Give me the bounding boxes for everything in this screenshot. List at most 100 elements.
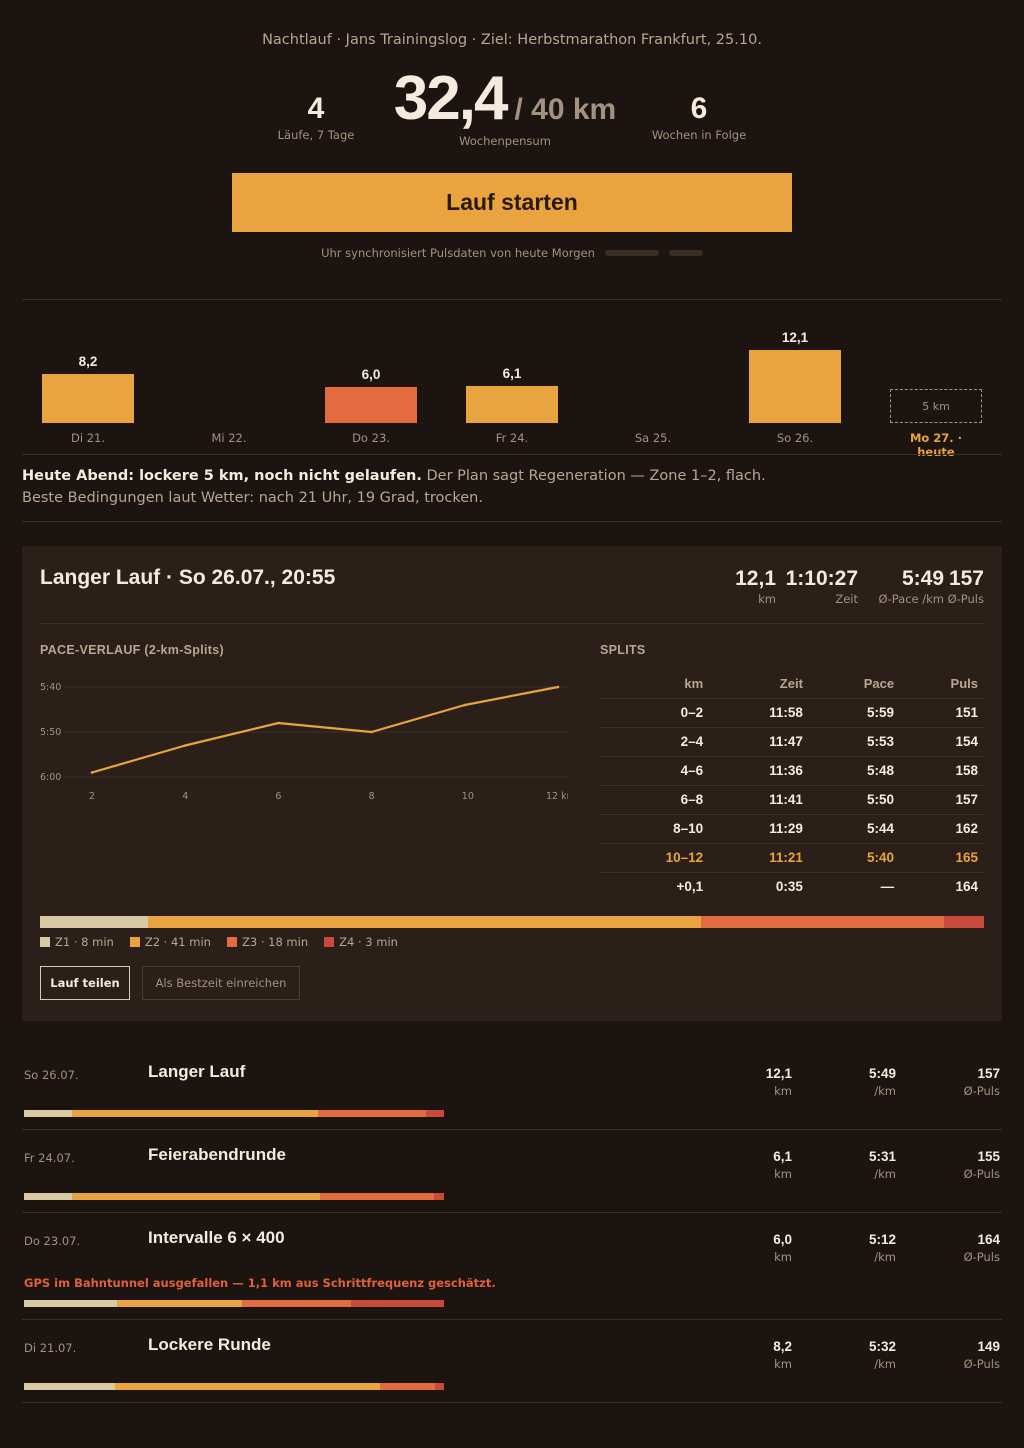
runs-count-label: Läufe, 7 Tage — [277, 128, 355, 142]
zone-swatch — [129, 937, 140, 947]
pace-series-line — [91, 685, 559, 774]
y-tick-label: 5:50 — [40, 727, 61, 738]
split-time: 0:35 — [775, 879, 803, 895]
run-pace: 5:12/km — [869, 1232, 896, 1264]
splits-col-pace: Pace — [808, 670, 901, 699]
run-distance: 12,1 km — [766, 1066, 792, 1098]
run-list-item[interactable]: So 26.07. Langer Lauf 12,1 km 5:49/km 157 Ø-Pu… — [22, 1061, 1002, 1130]
day-bar[interactable] — [42, 373, 134, 423]
split-row: 6–8 11:41 5:50 157 — [600, 785, 984, 815]
stat-week-volume: 32,4 / 40 km Wochenpensum — [390, 66, 620, 149]
zone-legend-item: Z1 · 8 min — [40, 935, 114, 949]
stat-week-streak: 6 Wochen in Folge — [648, 92, 750, 142]
zone-legend: Z1 · 8 min Z2 · 41 min Z3 · 18 min Z4 · 3 m… — [40, 935, 398, 949]
run-hr-unit: Ø-Puls — [963, 1167, 1000, 1181]
run-name: Feierabendrunde — [148, 1145, 286, 1164]
day-bar[interactable] — [466, 386, 558, 423]
day-bar[interactable] — [325, 387, 417, 423]
pace-point — [277, 721, 280, 725]
run-heart-rate: 157 Ø-Puls — [964, 1066, 1000, 1098]
zone-segment — [943, 916, 985, 928]
split-row: 2–4 11:47 5:53 154 — [600, 727, 984, 757]
run-heart-rate: 155 Ø-Puls — [964, 1149, 1000, 1181]
splits-header-row: km Zeit Pace Puls — [600, 670, 984, 699]
splits-col-km: km — [600, 670, 710, 699]
zone-segment — [117, 1300, 242, 1307]
zone-swatch — [226, 937, 237, 947]
split-time: 11:47 — [709, 727, 809, 757]
split-time: 11:29 — [709, 814, 809, 844]
run-hr-value: 164 — [977, 1232, 1000, 1247]
pace-point — [90, 771, 94, 774]
run-heart-rate: 164 Ø-Puls — [964, 1232, 1000, 1264]
day-bar[interactable] — [749, 350, 841, 423]
run-list-item[interactable]: Do 23.07. Intervalle 6 × 400 6,0 km 5:12/km 1… — [22, 1227, 1002, 1320]
splits-col-time: Zeit — [709, 670, 809, 699]
kpi-time: 1:10:27 Zeit — [786, 566, 858, 606]
runs-count: 4 — [307, 92, 325, 125]
split-km: 8–10 — [600, 814, 710, 844]
run-distance-unit: km — [774, 1357, 792, 1371]
run-hr-value: 157 — [977, 1066, 1000, 1081]
divider — [22, 1212, 1002, 1213]
run-date: Fr 24.07. — [24, 1151, 75, 1165]
zone-segment — [426, 1110, 444, 1117]
splits-table: km Zeit Pace Puls 0–2 11:58 5:59 151 2–4 11:4… — [600, 670, 984, 901]
zone-segment — [72, 1110, 318, 1117]
split-km: +0,1 — [676, 879, 704, 895]
share-run-button[interactable]: Lauf teilen — [40, 966, 130, 1000]
zone-segment — [71, 1193, 320, 1200]
x-tick-label: 2 — [89, 791, 95, 802]
split-pace: 5:53 — [808, 727, 901, 757]
day-label: Sa 25. — [634, 431, 672, 445]
split-row: 0–2 11:58 5:59 151 — [600, 698, 984, 728]
run-pace-value: 5:32 — [868, 1339, 896, 1354]
kpi-pace-value: 5:49 — [901, 567, 944, 590]
split-hr: 157 — [900, 785, 984, 815]
day-bar-value: 8,2 — [78, 353, 98, 369]
today-planned-box[interactable]: 5 km — [890, 389, 982, 423]
kpi-distance: 12,1 km — [735, 566, 776, 606]
zone-segment — [147, 916, 701, 928]
today-note: Heute Abend: lockere 5 km, noch nicht ge… — [22, 465, 782, 509]
run-date: Di 21.07. — [24, 1341, 77, 1355]
kpi-pace-unit: Ø-Pace /km — [878, 592, 944, 606]
kpi-heart-rate-unit: Ø-Puls — [947, 592, 984, 606]
split-hr: 158 — [900, 756, 984, 786]
zone-segment — [350, 1300, 444, 1307]
submit-best-time-button[interactable]: Als Bestzeit einreichen — [142, 966, 300, 1000]
run-pace-unit: /km — [874, 1084, 896, 1098]
run-list-item[interactable]: Fr 24.07. Feierabendrunde 6,1 km 5:31/km 155 Ø… — [22, 1144, 1002, 1213]
divider — [22, 454, 1002, 455]
start-run-button[interactable]: Lauf starten — [232, 173, 792, 232]
kpi-heart-rate: 157 Ø-Puls — [948, 566, 984, 606]
run-pace-unit: /km — [874, 1250, 896, 1264]
today-note-text: Der Plan sagt Regeneration — Zone 1–2, f… — [22, 468, 766, 506]
run-pace-value: 5:31 — [868, 1149, 896, 1164]
zone-segment — [380, 1383, 435, 1390]
day-bar-value: 6,1 — [502, 366, 522, 382]
run-hr-unit: Ø-Puls — [963, 1084, 1000, 1098]
run-detail-card: Langer Lauf · So 26.07., 20:55 12,1 km 1… — [22, 546, 1002, 1021]
run-distance: 8,2 km — [773, 1339, 792, 1371]
stat-runs-7-days: 4 Läufe, 7 Tage — [266, 92, 366, 142]
split-hr: 151 — [900, 698, 984, 728]
split-km: 6–8 — [600, 785, 710, 815]
run-pace-value: 5:49 — [868, 1066, 896, 1081]
kpi-time-value: 1:10:27 — [785, 567, 858, 590]
split-time: 11:58 — [709, 698, 809, 728]
today-note-bold: Heute Abend: lockere 5 km, noch nicht ge… — [22, 468, 422, 484]
run-list-item[interactable]: Di 21.07. Lockere Runde 8,2 km 5:32/km 149 Ø-P… — [22, 1334, 1002, 1403]
run-zone-bar — [24, 1300, 444, 1307]
run-date: So 26.07. — [24, 1068, 79, 1082]
x-tick-label: 8 — [369, 791, 375, 802]
pace-point — [556, 685, 560, 689]
run-pace: 5:31/km — [869, 1149, 896, 1181]
zone-swatch — [40, 937, 50, 947]
zone-legend-item: Z2 · 41 min — [129, 935, 211, 949]
sync-status-text: Uhr synchronisiert Pulsdaten von heute M… — [321, 246, 595, 260]
run-pace-value: 5:12 — [868, 1232, 896, 1247]
split-time: 11:41 — [709, 785, 809, 815]
split-pace: 5:48 — [808, 756, 901, 786]
run-zone-bar — [24, 1110, 444, 1117]
